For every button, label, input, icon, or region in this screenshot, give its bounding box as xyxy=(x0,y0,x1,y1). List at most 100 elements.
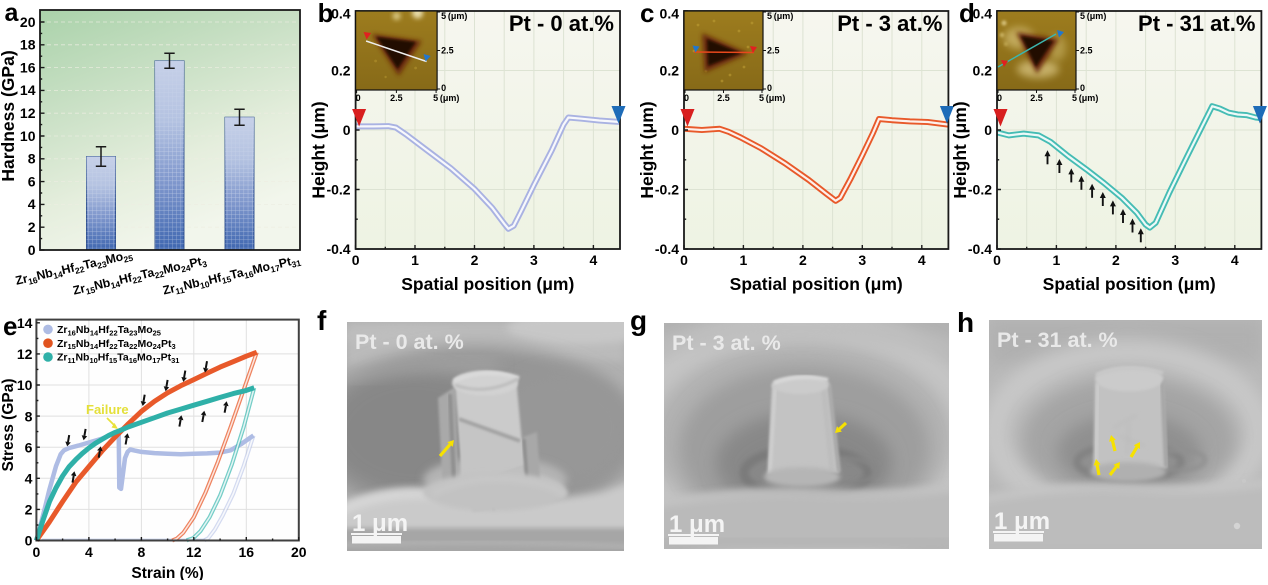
svg-text:f: f xyxy=(317,305,327,336)
svg-text:-0.2: -0.2 xyxy=(968,182,992,198)
svg-text:0.4: 0.4 xyxy=(331,6,351,22)
svg-text:c: c xyxy=(640,0,654,28)
svg-text:2: 2 xyxy=(25,502,33,518)
svg-text:2.5: 2.5 xyxy=(1080,46,1093,56)
svg-text:Zr15Nb14Hf22Ta22Mo24Pt3: Zr15Nb14Hf22Ta22Mo24Pt3 xyxy=(57,338,176,351)
svg-text:Pt - 31 at. %: Pt - 31 at. % xyxy=(997,328,1118,352)
svg-text:0: 0 xyxy=(767,83,772,93)
svg-text:Pt - 3 at.%: Pt - 3 at.% xyxy=(837,11,942,36)
svg-text:Pt - 0 at. %: Pt - 0 at. % xyxy=(355,330,464,354)
svg-text:Zr11Nb10Hf15Ta16Mo17Pt31: Zr11Nb10Hf15Ta16Mo17Pt31 xyxy=(57,352,179,365)
svg-text:Stress (GPa): Stress (GPa) xyxy=(0,378,17,471)
svg-text:Zr16Nb14Hf22Ta23Mo25: Zr16Nb14Hf22Ta23Mo25 xyxy=(14,247,134,289)
svg-text:1 μm: 1 μm xyxy=(352,510,408,537)
svg-text:0: 0 xyxy=(984,122,992,138)
svg-text:Strain (%): Strain (%) xyxy=(131,565,203,580)
svg-text:8: 8 xyxy=(25,408,33,424)
svg-text:Failure: Failure xyxy=(86,402,129,417)
svg-text:0: 0 xyxy=(343,122,351,138)
svg-text:5 (μm): 5 (μm) xyxy=(759,93,785,103)
svg-text:12: 12 xyxy=(186,544,202,560)
svg-text:0.2: 0.2 xyxy=(331,63,351,79)
svg-text:0.4: 0.4 xyxy=(660,6,680,22)
svg-text:0: 0 xyxy=(993,252,1001,268)
svg-text:4: 4 xyxy=(918,252,926,268)
svg-text:0: 0 xyxy=(671,122,679,138)
svg-text:0: 0 xyxy=(352,252,360,268)
svg-text:g: g xyxy=(630,305,647,336)
svg-text:16: 16 xyxy=(20,59,36,75)
svg-text:0.2: 0.2 xyxy=(660,63,680,79)
svg-text:d: d xyxy=(959,0,975,28)
svg-text:5 (μm): 5 (μm) xyxy=(1080,11,1106,21)
svg-text:6: 6 xyxy=(25,439,33,455)
svg-text:0: 0 xyxy=(1080,83,1085,93)
svg-text:0: 0 xyxy=(997,93,1002,103)
svg-text:Zr11Nb10Hf15Ta16Mo17Pt31: Zr11Nb10Hf15Ta16Mo17Pt31 xyxy=(161,252,302,299)
svg-text:2.5: 2.5 xyxy=(1030,93,1043,103)
svg-text:a: a xyxy=(5,0,20,27)
svg-text:0: 0 xyxy=(28,242,36,258)
svg-text:20: 20 xyxy=(291,544,307,560)
svg-text:Pt - 3 at. %: Pt - 3 at. % xyxy=(672,331,781,355)
svg-text:-0.4: -0.4 xyxy=(326,241,350,257)
svg-text:Spatial position (μm): Spatial position (μm) xyxy=(401,274,574,294)
svg-text:h: h xyxy=(957,307,974,338)
svg-text:Spatial position (μm): Spatial position (μm) xyxy=(730,274,903,294)
svg-text:20: 20 xyxy=(20,14,36,30)
svg-text:4: 4 xyxy=(28,196,36,212)
svg-text:1: 1 xyxy=(411,252,419,268)
svg-text:2.5: 2.5 xyxy=(441,46,454,56)
svg-text:0: 0 xyxy=(680,252,688,268)
svg-text:2: 2 xyxy=(799,252,807,268)
svg-text:16: 16 xyxy=(239,544,255,560)
svg-text:-0.4: -0.4 xyxy=(968,241,992,257)
svg-text:-0.4: -0.4 xyxy=(655,241,679,257)
svg-text:12: 12 xyxy=(20,105,36,121)
svg-text:Zr16Nb14Hf22Ta23Mo25: Zr16Nb14Hf22Ta23Mo25 xyxy=(57,324,161,337)
svg-text:2.5: 2.5 xyxy=(767,46,780,56)
svg-text:e: e xyxy=(3,311,17,341)
svg-text:1: 1 xyxy=(1053,252,1061,268)
svg-text:2: 2 xyxy=(1112,252,1120,268)
svg-text:Height (μm): Height (μm) xyxy=(309,101,329,198)
svg-text:-0.2: -0.2 xyxy=(655,182,679,198)
svg-text:8: 8 xyxy=(138,544,146,560)
svg-text:10: 10 xyxy=(17,377,33,393)
svg-text:Spatial position (μm): Spatial position (μm) xyxy=(1043,274,1216,294)
svg-text:0.4: 0.4 xyxy=(973,6,993,22)
svg-text:Height (μm): Height (μm) xyxy=(637,101,657,198)
svg-text:1: 1 xyxy=(740,252,748,268)
svg-text:5 (μm): 5 (μm) xyxy=(767,11,793,21)
svg-text:6: 6 xyxy=(28,173,36,189)
svg-text:3: 3 xyxy=(1171,252,1179,268)
svg-text:5 (μm): 5 (μm) xyxy=(441,11,467,21)
svg-text:-0.2: -0.2 xyxy=(326,182,350,198)
svg-text:2: 2 xyxy=(471,252,479,268)
svg-text:0.2: 0.2 xyxy=(973,63,993,79)
svg-text:1 μm: 1 μm xyxy=(669,511,725,538)
svg-text:Zr15Nb14Hf22Ta22Mo24Pt3: Zr15Nb14Hf22Ta22Mo24Pt3 xyxy=(72,253,209,299)
svg-text:Hardness (GPa): Hardness (GPa) xyxy=(0,50,18,181)
svg-text:4: 4 xyxy=(85,544,93,560)
svg-text:12: 12 xyxy=(17,346,33,362)
svg-text:2: 2 xyxy=(28,219,36,235)
svg-text:0: 0 xyxy=(684,93,689,103)
svg-text:3: 3 xyxy=(858,252,866,268)
svg-text:b: b xyxy=(318,0,334,28)
svg-text:Height (μm): Height (μm) xyxy=(950,101,970,198)
svg-text:4: 4 xyxy=(1231,252,1239,268)
svg-text:2.5: 2.5 xyxy=(717,93,730,103)
svg-text:2.5: 2.5 xyxy=(390,93,403,103)
svg-text:0: 0 xyxy=(441,83,446,93)
svg-text:1 μm: 1 μm xyxy=(994,508,1050,535)
svg-text:4: 4 xyxy=(590,252,598,268)
svg-text:5 (μm): 5 (μm) xyxy=(433,93,459,103)
svg-text:8: 8 xyxy=(28,151,36,167)
svg-text:Pt - 0 at.%: Pt - 0 at.% xyxy=(509,11,614,36)
svg-text:14: 14 xyxy=(17,315,33,331)
svg-text:14: 14 xyxy=(20,82,36,98)
svg-text:0: 0 xyxy=(25,533,33,549)
svg-text:5 (μm): 5 (μm) xyxy=(1072,93,1098,103)
svg-text:Pt - 31 at.%: Pt - 31 at.% xyxy=(1138,11,1255,36)
